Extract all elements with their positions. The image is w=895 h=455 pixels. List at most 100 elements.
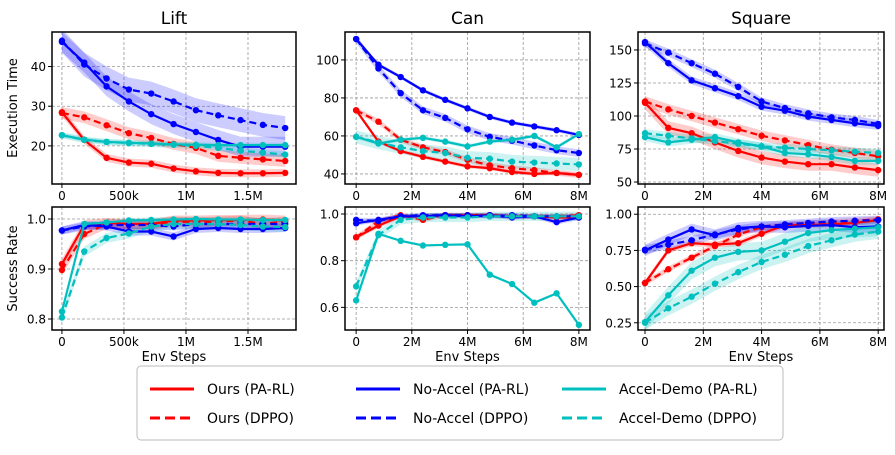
data-point [665, 305, 672, 312]
data-point [170, 216, 177, 223]
data-point [282, 169, 289, 177]
data-point [419, 107, 427, 114]
subplot-title: Square [731, 9, 791, 29]
x-tick-label: 500k [109, 189, 139, 203]
data-point [125, 217, 133, 224]
data-point [828, 147, 835, 154]
data-point [828, 237, 835, 244]
data-point [688, 226, 695, 233]
data-point [375, 231, 382, 239]
axes-frame [637, 31, 885, 185]
y-tick-label: 100 [609, 109, 632, 123]
data-point [81, 61, 88, 68]
legend-entry: No-Accel (DPPO) [356, 411, 528, 427]
data-point [531, 159, 538, 166]
data-point [442, 214, 449, 221]
series-line [61, 39, 286, 130]
data-point [758, 258, 765, 266]
data-point [192, 128, 200, 136]
data-point [553, 144, 560, 151]
data-point [735, 92, 742, 100]
data-point [215, 216, 222, 223]
data-point [215, 220, 222, 228]
data-point [874, 157, 882, 165]
data-point [282, 223, 289, 231]
data-point [58, 131, 66, 139]
data-point [486, 155, 493, 162]
data-point [735, 125, 742, 133]
data-point [237, 141, 244, 149]
x-tick-label: 0 [58, 335, 66, 349]
y-axis-label: Success Rate [6, 225, 21, 311]
x-axis-label: Env Steps [142, 350, 207, 365]
x-tick-label: 1.5M [233, 335, 262, 349]
data-point [665, 247, 672, 254]
x-tick-label: 0 [58, 189, 66, 203]
data-point [665, 59, 672, 67]
data-point [170, 120, 177, 128]
data-point [442, 241, 449, 249]
data-point [575, 321, 583, 329]
subplot-lift: 0 500k 1M 1.5M 20 30 40 Lift Execution Time [6, 9, 297, 203]
data-point [688, 135, 695, 142]
data-point [711, 85, 719, 92]
data-point [259, 121, 267, 129]
data-point [58, 266, 66, 274]
data-point [711, 254, 719, 261]
data-point [397, 73, 404, 81]
data-point [397, 237, 404, 245]
data-point [781, 221, 789, 228]
data-point [851, 148, 859, 155]
data-point [758, 103, 765, 110]
data-point [125, 230, 133, 237]
data-point [170, 98, 177, 105]
data-point [442, 158, 449, 165]
data-point [58, 37, 66, 44]
legend-label: Accel-Demo (PA-RL) [619, 382, 758, 398]
x-axis-label: Env Steps [729, 350, 794, 365]
data-point [688, 254, 695, 261]
data-point [464, 241, 471, 248]
data-point [170, 165, 177, 172]
data-point [758, 223, 765, 230]
data-point [553, 169, 560, 177]
data-point [665, 241, 672, 248]
data-point [237, 154, 244, 162]
data-point [103, 138, 110, 146]
y-tick-label: 30 [31, 100, 46, 114]
data-point [125, 221, 133, 229]
y-tick-label: 0.9 [27, 263, 46, 277]
data-point [148, 223, 155, 230]
data-point [148, 228, 155, 235]
y-tick-label: 0.75 [605, 244, 632, 258]
x-tick-label: 2M [403, 189, 421, 203]
data-point [805, 151, 812, 158]
data-point [419, 242, 427, 249]
data-point [237, 147, 244, 154]
data-point [125, 86, 133, 93]
data-point [81, 114, 88, 121]
subplot-success-5: 0 2M 4M 6M 8M 0.25 0.50 0.75 1.00 Env Steps [605, 206, 887, 365]
confidence-band [356, 132, 579, 150]
x-tick-label: 2M [403, 335, 421, 349]
data-point [828, 226, 835, 234]
legend-entry: Ours (DPPO) [150, 411, 294, 427]
data-point [464, 143, 471, 150]
data-point [805, 229, 812, 237]
data-point [851, 231, 859, 238]
y-tick-label: 50 [617, 176, 632, 190]
y-tick-label: 75 [617, 143, 632, 157]
data-point [419, 87, 427, 94]
data-point [486, 113, 493, 121]
data-point [148, 90, 155, 97]
axes-frame [637, 206, 885, 331]
data-point [58, 314, 66, 321]
data-point [575, 130, 583, 138]
series-line [355, 215, 579, 287]
data-point [665, 106, 672, 113]
data-point [397, 136, 404, 143]
data-point [641, 246, 649, 253]
data-point [688, 267, 695, 274]
data-point [665, 236, 672, 243]
data-point [665, 132, 672, 139]
